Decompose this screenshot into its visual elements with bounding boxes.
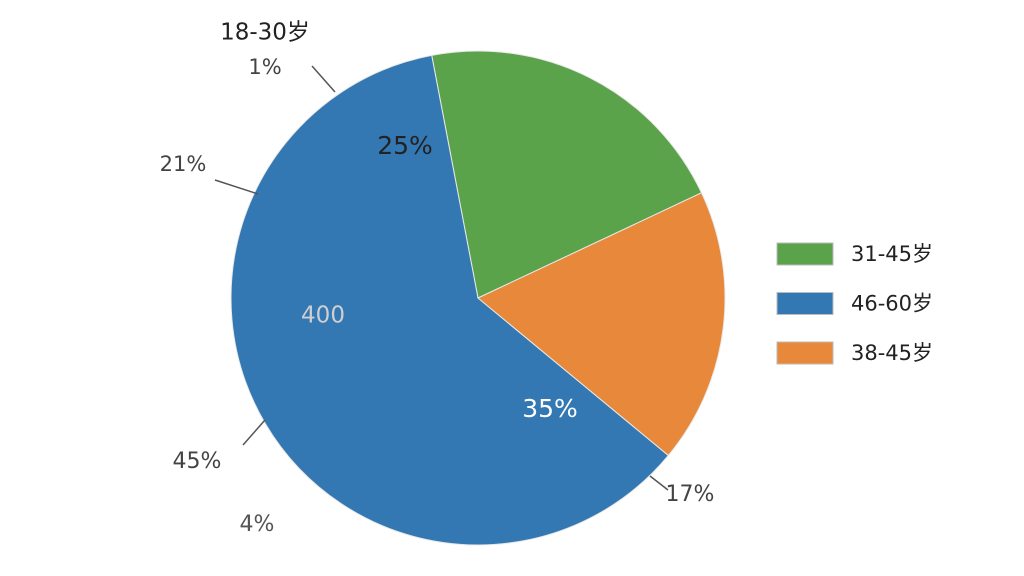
annotation: 17% bbox=[666, 482, 715, 507]
annotation: 35% bbox=[522, 394, 578, 423]
leader-line bbox=[649, 475, 669, 491]
pie-slice bbox=[431, 50, 703, 299]
legend-swatch bbox=[776, 341, 834, 365]
annotation: 4% bbox=[240, 512, 275, 537]
legend-swatch bbox=[776, 242, 834, 266]
annotation: 18-30岁 bbox=[220, 20, 310, 46]
legend-swatch bbox=[776, 292, 834, 315]
leader-lines bbox=[214, 65, 669, 491]
leader-line bbox=[311, 65, 336, 93]
annotation: 400 bbox=[301, 303, 345, 329]
annotation: 1% bbox=[248, 55, 281, 79]
pie-slice bbox=[230, 54, 670, 546]
annotation: 45% bbox=[173, 449, 222, 474]
annotation: 25% bbox=[377, 131, 433, 160]
pie bbox=[230, 50, 726, 546]
pie-slice bbox=[477, 192, 726, 457]
legend-label: 38-45岁 bbox=[851, 341, 933, 365]
leader-line bbox=[214, 179, 259, 195]
annotation: 21% bbox=[160, 152, 207, 176]
legend-label: 31-45岁 bbox=[851, 242, 933, 266]
leader-line bbox=[242, 419, 266, 446]
legend-label: 46-60岁 bbox=[851, 292, 933, 316]
